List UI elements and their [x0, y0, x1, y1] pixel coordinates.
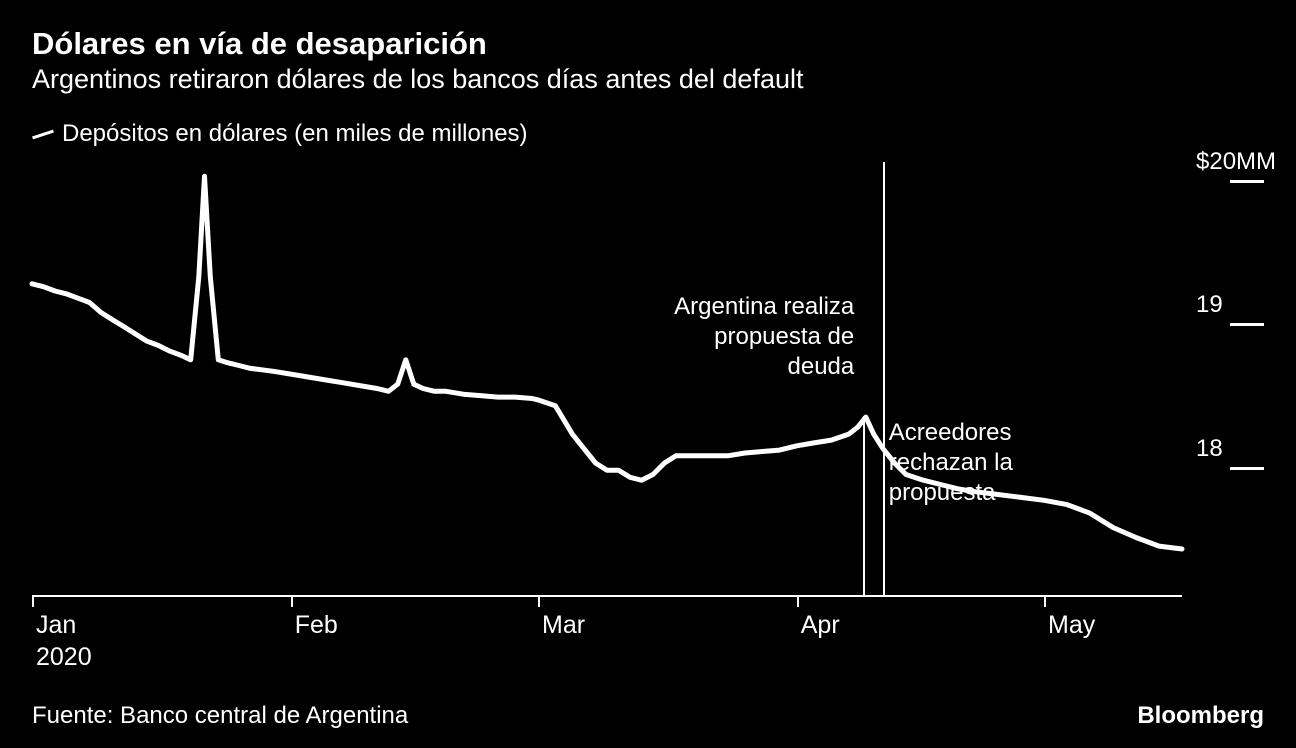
x-tick: [538, 595, 540, 607]
x-tick: [797, 595, 799, 607]
source-text: Fuente: Banco central de Argentina: [32, 702, 408, 730]
bloomberg-logo: Bloomberg: [1137, 702, 1264, 730]
x-axis-baseline: [32, 595, 1182, 597]
y-tick-line: [1230, 180, 1264, 183]
x-axis-label: Feb: [295, 611, 338, 640]
y-axis-label: 19: [1196, 291, 1223, 319]
y-axis-label: $20MM: [1196, 148, 1276, 176]
x-tick: [291, 595, 293, 607]
annotation-vline: [863, 416, 865, 595]
annotation-label: Acreedoresrechazan lapropuesta: [889, 418, 1013, 508]
annotation-label: Argentina realizapropuesta dedeuda: [674, 292, 854, 382]
x-axis-label: Jan: [36, 611, 76, 640]
line-chart-plot: [0, 0, 1296, 748]
x-axis-sublabel: 2020: [36, 643, 92, 672]
x-tick: [32, 595, 34, 607]
chart-container: Dólares en vía de desaparición Argentino…: [0, 0, 1296, 748]
y-axis-label: 18: [1196, 435, 1223, 463]
x-axis-label: May: [1048, 611, 1095, 640]
y-tick-line: [1230, 323, 1264, 326]
x-axis-label: Apr: [801, 611, 840, 640]
x-axis-label: Mar: [542, 611, 585, 640]
x-tick: [1044, 595, 1046, 607]
annotation-vline: [883, 162, 885, 595]
y-tick-line: [1230, 467, 1264, 470]
